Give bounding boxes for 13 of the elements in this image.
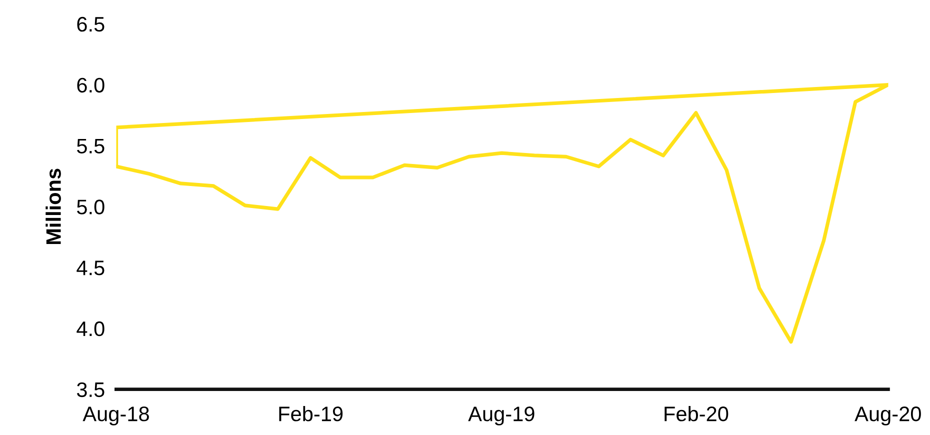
y-tick-label: 4.5 [76,260,104,276]
y-tick-label: 6.5 [77,16,104,32]
y-tick-label: 4.0 [76,321,104,336]
y-axis-title: Millions [46,168,61,244]
x-tick-label: Feb-20 [664,406,728,422]
x-tick-label: Aug-18 [82,406,149,426]
x-tick-label: Aug-20 [854,406,921,426]
y-tick-label: 3.5 [76,382,104,398]
y-tick-label: 5.5 [77,138,104,154]
x-tick-label: Aug-19 [468,406,534,426]
y-tick-label: 5.0 [77,200,104,214]
y-tick-label: 6.0 [77,78,104,93]
x-tick-label: Feb-19 [279,406,343,422]
